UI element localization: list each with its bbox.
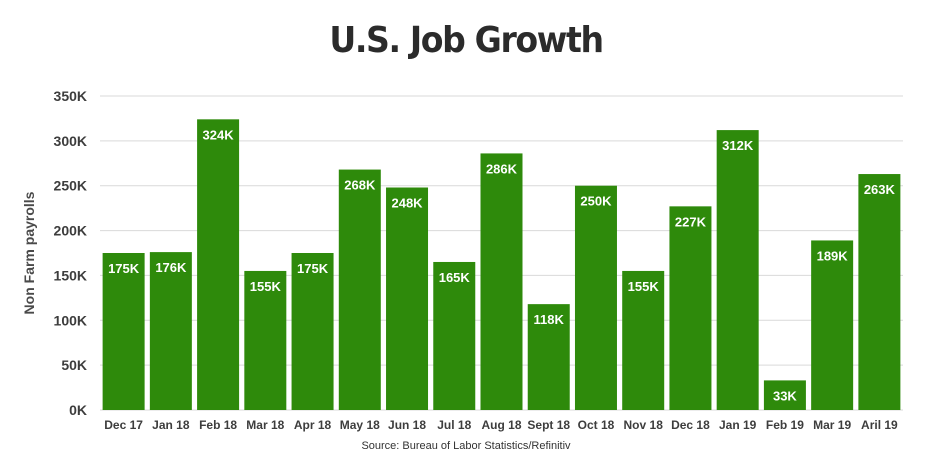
data-label: 248K [391,196,423,211]
data-label: 118K [534,312,565,327]
y-tick-label: 150K [54,267,87,283]
data-label: 227K [675,214,707,229]
bar [716,130,759,410]
x-tick-label: Jan 18 [152,418,190,432]
x-tick-label: Jul 18 [437,418,471,432]
data-label: 175K [297,261,329,276]
data-label: 263K [864,182,896,197]
bar [102,253,145,410]
x-tick-label: Dec 18 [671,418,710,432]
x-tick-label: Mar 19 [813,418,851,432]
data-label: 324K [203,127,235,142]
data-label: 189K [817,248,849,263]
x-tick-label: Sept 18 [527,418,570,432]
x-tick-label: Mar 18 [246,418,284,432]
data-label: 250K [580,194,612,209]
chart-title: U.S. Job Growth [329,20,604,61]
y-tick-labels: 0K 50K 100K 150K 200K 250K 300K 350K [54,88,87,418]
bar [811,240,854,410]
bar [386,187,429,410]
bars [102,119,901,410]
data-label: 165K [439,270,471,285]
bar [480,153,523,410]
data-label: 286K [486,161,518,176]
x-tick-label: Aug 18 [481,418,521,432]
data-labels: 175K 176K 324K 155K 175K 268K 248K 165K 286K 118K… [108,127,895,403]
x-tick-label: Aril 19 [861,418,898,432]
bar [244,270,287,410]
bar [433,261,476,410]
y-tick-label: 350K [54,88,87,104]
y-tick-label: 100K [54,312,87,328]
y-tick-label: 300K [54,133,87,149]
y-tick-label: 250K [54,178,87,194]
x-tick-label: Jun 18 [388,418,426,432]
data-label: 268K [344,178,376,193]
y-tick-label: 50K [61,357,87,373]
source-note: Source: Bureau of Labor Statistics/Refin… [361,440,571,452]
bar [527,304,570,410]
x-tick-label: Dec 17 [104,418,143,432]
x-tick-labels: Dec 17 Jan 18 Feb 18 Mar 18 Apr 18 May 18 Jun … [104,418,898,432]
y-tick-label: 200K [54,223,87,239]
data-label: 175K [108,261,140,276]
bar [574,185,617,410]
x-tick-label: Nov 18 [624,418,664,432]
data-label: 33K [773,388,797,403]
x-tick-label: May 18 [340,418,380,432]
data-label: 176K [155,260,187,275]
bar [291,253,334,410]
bar [669,206,712,410]
bar [622,270,665,410]
bar [149,252,192,410]
bar [763,380,806,410]
x-tick-label: Feb 18 [199,418,237,432]
bar [338,169,381,410]
y-tick-label: 0K [69,402,87,418]
data-label: 312K [722,138,754,153]
x-tick-label: Apr 18 [294,418,332,432]
bar [858,174,901,410]
x-tick-label: Oct 18 [578,418,615,432]
data-label: 155K [628,279,660,294]
bar [197,119,240,410]
data-label: 155K [250,279,282,294]
x-tick-label: Feb 19 [766,418,804,432]
x-tick-label: Jan 19 [719,418,757,432]
